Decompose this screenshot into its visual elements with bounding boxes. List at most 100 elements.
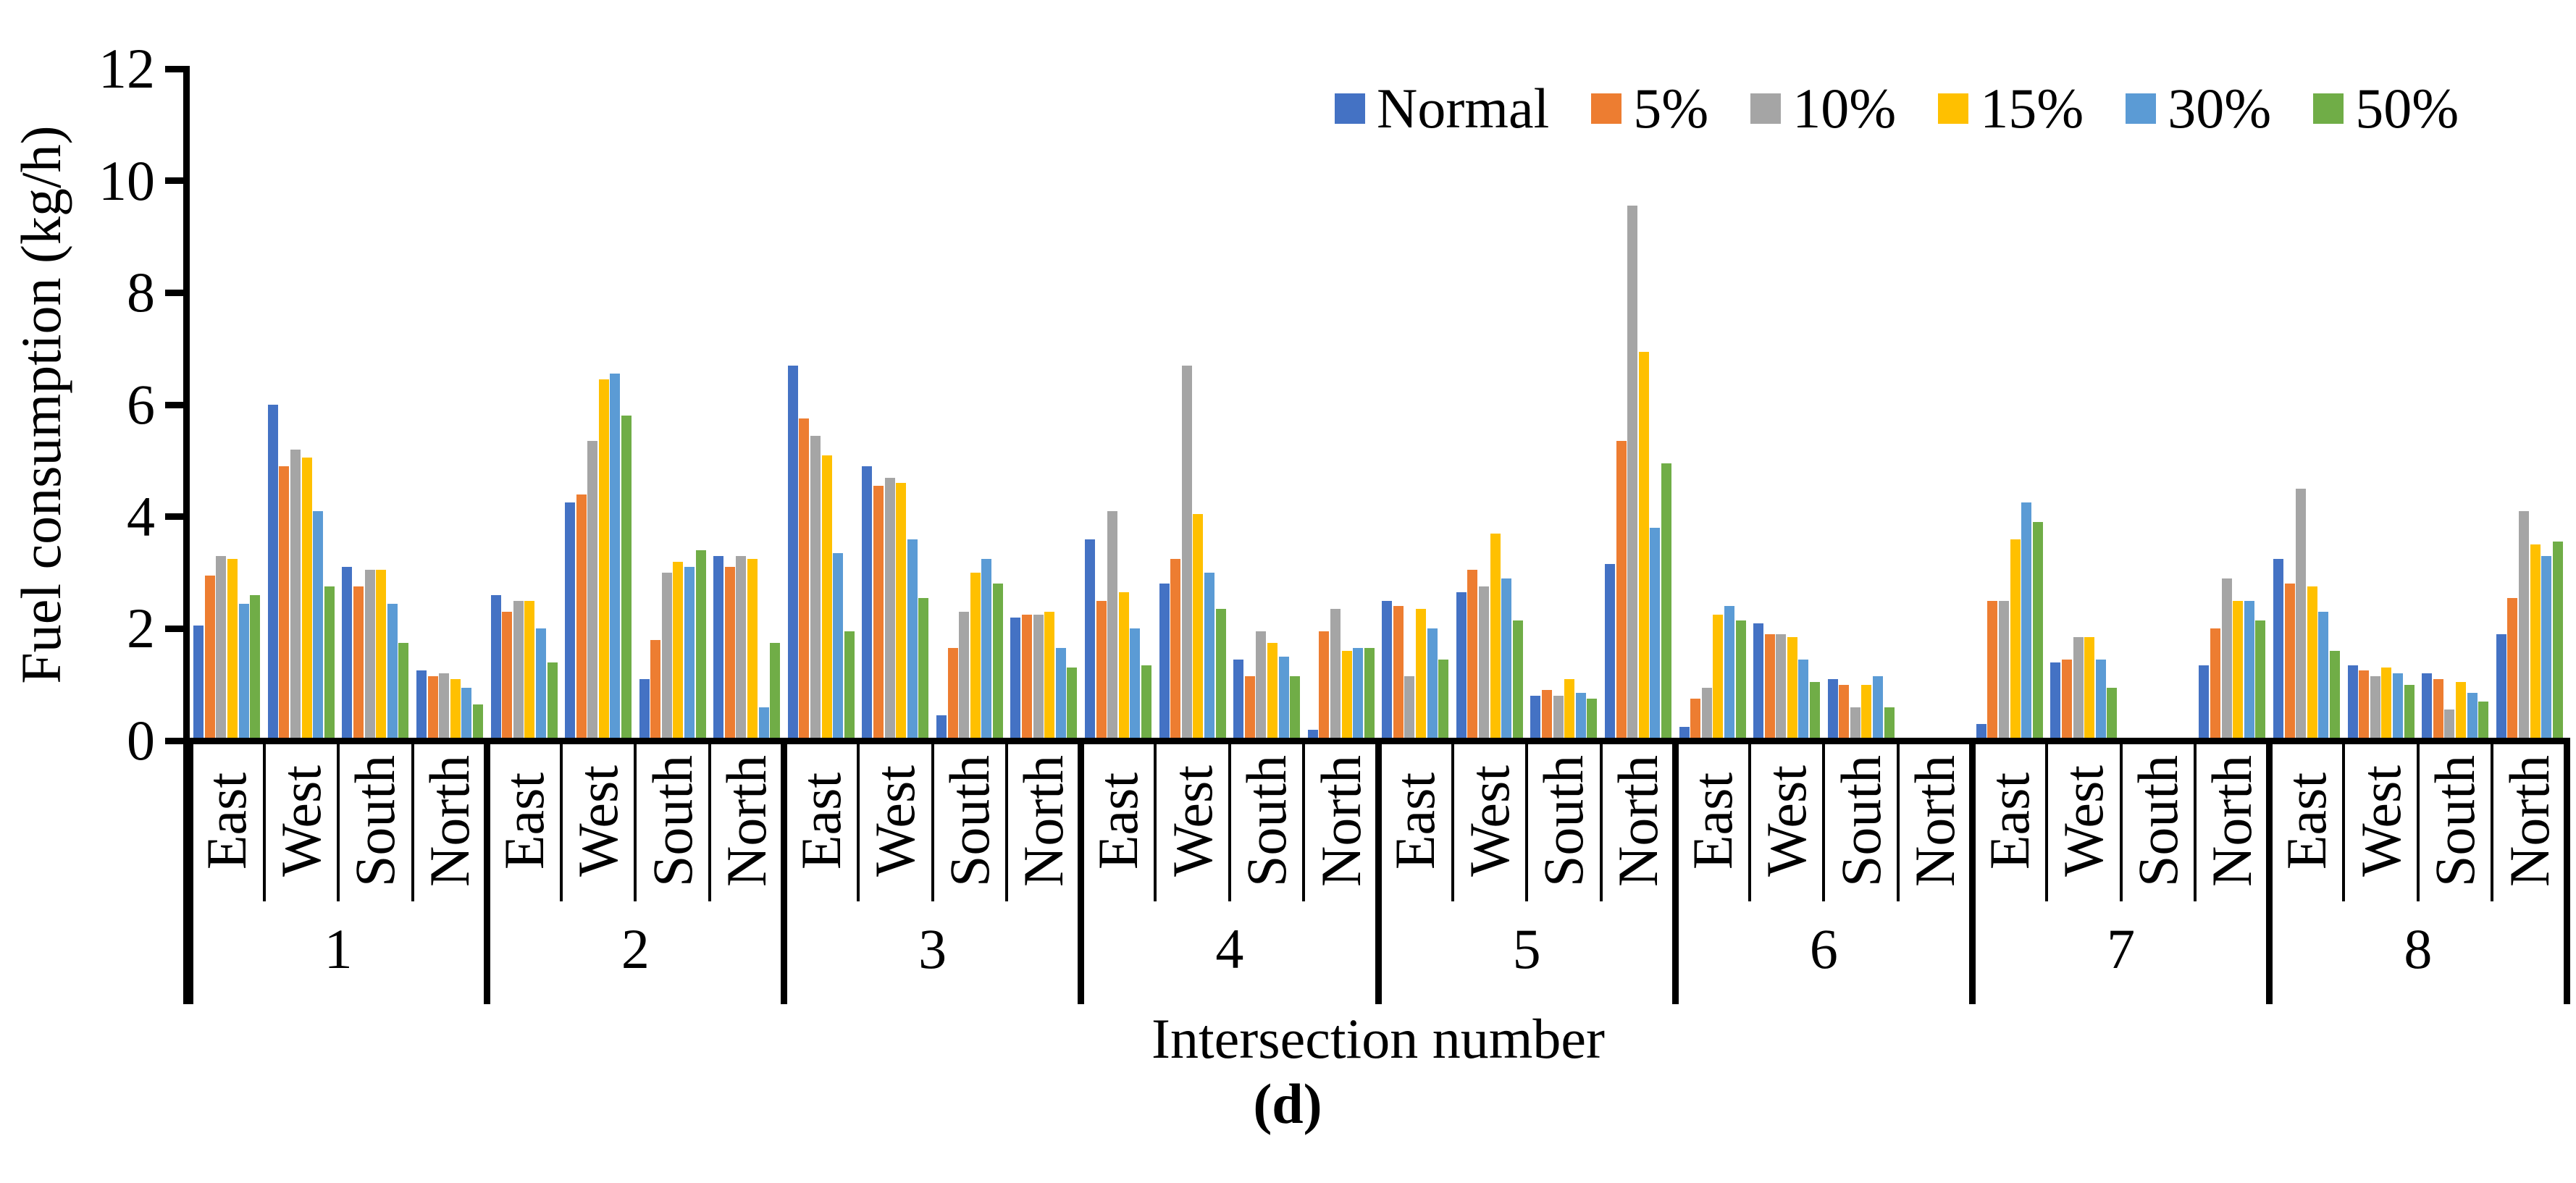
bar-5%-int8-West [2359,670,2370,741]
bar-Normal-int5-East [1382,600,1393,741]
direction-label-south: South [640,754,704,888]
bar-Normal-int2-West [565,502,576,741]
y-tick-mark [165,737,190,744]
direction-label-north: North [1012,755,1075,887]
bar-30%-int1-South [387,603,398,741]
bar-15%-int7-North [2233,600,2244,741]
direction-divider [2119,741,2123,901]
bar-5%-int7-North [2210,628,2221,741]
bar-50%-int5-East [1438,659,1449,741]
intersection-number-label: 7 [2107,917,2136,980]
x-axis-title: Intersection number [1151,1007,1605,1070]
bar-15%-int5-North [1638,351,1649,741]
bar-15%-int5-South [1564,678,1575,741]
bar-15%-int3-South [970,573,981,741]
direction-label-south: South [1235,754,1299,888]
legend-item-15%: 15% [1938,80,2084,137]
direction-divider [1896,741,1900,901]
bar-30%-int7-North [2244,600,2254,741]
direction-label-west: West [863,765,927,877]
direction-label-north: North [1309,755,1372,887]
bar-15%-int2-West [598,379,609,741]
bar-50%-int5-West [1512,620,1523,741]
bar-Normal-int7-West [2050,662,2061,741]
direction-divider [262,741,266,901]
bar-50%-int4-West [1215,609,1226,741]
bar-10%-int8-South [2444,710,2455,741]
y-tick-mark [165,513,190,521]
direction-divider [1154,741,1157,901]
bar-10%-int6-West [1776,634,1787,741]
direction-divider [559,741,563,901]
direction-label-west: West [2349,765,2412,877]
bar-30%-int8-North [2541,555,2552,741]
bar-15%-int4-West [1193,513,1204,741]
bar-50%-int1-North [472,704,483,741]
bar-15%-int3-West [896,483,907,741]
direction-label-north: North [1606,755,1669,887]
bar-10%-int3-East [810,435,821,741]
bar-15%-int8-West [2381,668,2392,741]
legend-swatch-icon [1938,93,1969,124]
bar-50%-int1-South [398,642,409,741]
bar-10%-int3-North [1033,615,1044,741]
bar-15%-int6-East [1713,615,1724,741]
bar-10%-int2-North [736,555,747,741]
direction-label-south: South [2126,754,2189,888]
figure-caption: (d) [1253,1072,1322,1135]
legend-swatch-icon [2313,93,2344,124]
bar-30%-int4-West [1204,573,1214,741]
bar-30%-int4-South [1278,657,1289,741]
y-tick-label: 12 [98,37,155,100]
legend-item-5%: 5% [1591,77,1709,140]
bar-30%-int8-South [2467,693,2478,741]
bar-15%-int4-North [1341,651,1352,741]
direction-label-east: East [789,772,852,870]
bar-30%-int6-West [1798,659,1809,741]
bar-30%-int4-North [1353,648,1364,741]
bar-10%-int6-East [1701,687,1712,741]
bar-10%-int7-West [2073,636,2084,741]
bar-30%-int6-East [1724,606,1734,741]
bar-5%-int8-South [2433,678,2443,741]
intersection-number-label: 3 [918,917,947,980]
intersection-number-label: 5 [1512,917,1541,980]
bar-15%-int2-South [673,561,684,741]
legend-swatch-icon [1591,93,1622,124]
bar-50%-int3-West [918,597,929,741]
legend-swatch-icon [1750,93,1782,124]
bar-Normal-int3-South [936,715,947,741]
bar-5%-int1-East [204,575,215,741]
bar-15%-int5-East [1416,609,1427,741]
bar-15%-int3-East [821,455,832,741]
legend-item-10%: 10% [1750,80,1896,137]
direction-divider [857,741,860,901]
bar-10%-int5-West [1479,586,1490,741]
bar-10%-int2-East [513,600,524,741]
bar-50%-int8-East [2330,651,2341,741]
bar-5%-int7-West [2061,659,2072,741]
bar-10%-int4-South [1256,631,1267,741]
bar-Normal-int2-East [490,594,501,741]
bar-30%-int7-East [2021,502,2032,741]
direction-divider [2194,741,2197,901]
direction-label-south: South [1532,754,1595,888]
bar-50%-int6-South [1884,707,1895,741]
direction-label-east: East [1680,772,1744,870]
bar-Normal-int8-North [2496,634,2506,741]
bar-5%-int4-South [1244,676,1255,741]
direction-divider [708,741,711,901]
legend-item-Normal: Normal [1335,80,1549,137]
intersection-divider [1078,741,1085,1004]
bar-50%-int8-West [2404,684,2415,741]
direction-divider [1525,741,1529,901]
direction-label-east: East [1383,772,1447,870]
direction-divider [1599,741,1603,901]
direction-label-west: West [1755,765,1818,877]
bar-5%-int1-North [427,676,438,741]
direction-divider [1005,741,1009,901]
direction-label-north: North [1903,755,1967,887]
bar-15%-int8-East [2307,586,2317,741]
legend-label: 5% [1633,77,1709,140]
y-tick-label: 8 [127,261,155,324]
